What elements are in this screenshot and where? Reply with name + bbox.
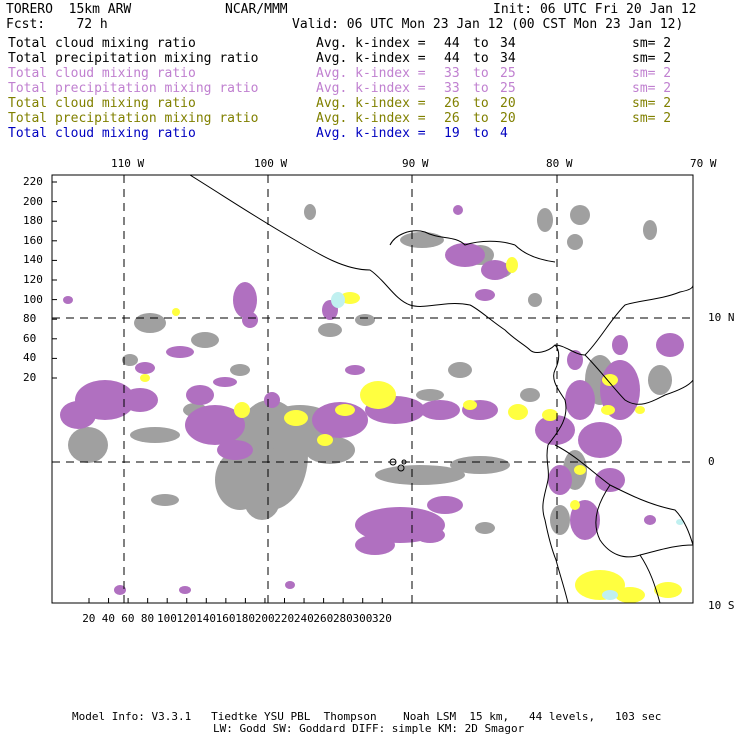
- model-info-line2: LW: Godd SW: Goddard DIFF: simple KM: 2D…: [213, 722, 525, 735]
- legend-field: Total precipitation mixing ratio: [8, 81, 259, 96]
- legend-index-label: Avg. k-index =: [316, 96, 426, 111]
- legend-index-to: to: [473, 81, 489, 96]
- legend-index-to: to: [473, 96, 489, 111]
- legend-index-low: 20: [500, 96, 516, 111]
- weather-fields: [60, 175, 693, 603]
- legend-index-to: to: [473, 126, 489, 141]
- legend-index-label: Avg. k-index =: [316, 81, 426, 96]
- y-tick-label: 80: [23, 312, 37, 326]
- valid-time: Valid: 06 UTC Mon 23 Jan 12 (00 CST Mon …: [292, 17, 684, 32]
- legend-index-label: Avg. k-index =: [316, 126, 426, 141]
- y-tick-label: 200: [23, 194, 43, 208]
- x-tick-label: 260: [313, 612, 334, 625]
- legend-index-to: to: [473, 66, 489, 81]
- legend-smoothing: sm= 2: [632, 51, 672, 66]
- legend-field: Total cloud mixing ratio: [8, 66, 196, 81]
- legend-index-low: 34: [500, 36, 516, 51]
- legend-index-label: Avg. k-index =: [316, 36, 426, 51]
- y-tick-label: 20: [23, 371, 37, 384]
- y-tick-label: 100: [23, 292, 43, 306]
- legend-index-label: Avg. k-index =: [316, 66, 426, 81]
- x-tick-label: 60: [121, 612, 135, 625]
- lon-label: 80 W: [546, 157, 573, 170]
- x-tick-label: 20: [82, 612, 96, 625]
- x-tick-label: 40: [101, 612, 115, 625]
- x-tick-label: 80: [140, 612, 155, 625]
- init-time: Init: 06 UTC Fri 20 Jan 12: [493, 2, 697, 17]
- legend-smoothing: sm= 2: [632, 96, 672, 111]
- lat-label: 0: [708, 455, 715, 468]
- lon-label: 110 W: [111, 157, 145, 170]
- x-tick-label: 280: [332, 612, 353, 625]
- x-tick-label: 160: [215, 612, 236, 625]
- legend-index-to: to: [473, 111, 489, 126]
- legend-smoothing: sm= 2: [632, 66, 672, 81]
- legend-index-high: 19: [444, 126, 460, 141]
- legend-index-low: 34: [500, 51, 516, 66]
- legend-index-high: 44: [444, 51, 460, 66]
- legend-index-low: 4: [500, 126, 508, 141]
- y-tick-label: 60: [23, 331, 37, 345]
- legend-field: Total cloud mixing ratio: [8, 126, 196, 141]
- legend-index-high: 33: [444, 81, 460, 96]
- y-tick-label: 40: [23, 351, 37, 365]
- yellow-areas: [140, 257, 682, 603]
- legend-field: Total precipitation mixing ratio: [8, 51, 259, 66]
- x-tick-label: 100: [157, 612, 177, 625]
- legend-smoothing: sm= 2: [632, 81, 672, 96]
- legend-index-high: 33: [444, 66, 460, 81]
- coastlines: [189, 175, 693, 603]
- gray-cloud-areas: [68, 204, 672, 535]
- y-tick-label: 140: [23, 253, 43, 267]
- model-info-line1: Model Info: V3.3.1 Tiedtke YSU PBL Thomp…: [72, 710, 662, 723]
- y-tick-label: 160: [23, 233, 43, 247]
- y-tick-label: 220: [23, 175, 43, 188]
- legend-index-low: 25: [500, 81, 516, 96]
- y-tick-marks: [52, 181, 57, 379]
- y-tick-label: 180: [23, 214, 43, 228]
- x-tick-label: 120: [176, 612, 197, 625]
- legend-smoothing: sm= 2: [632, 36, 672, 51]
- legend-field: Total cloud mixing ratio: [8, 36, 196, 51]
- lat-label: 10 N: [708, 311, 735, 324]
- lat-label: 10 S: [708, 599, 735, 612]
- center-name: NCAR/MMM: [225, 2, 288, 17]
- purple-cloud-areas: [60, 205, 684, 595]
- legend-smoothing: sm= 2: [632, 111, 672, 126]
- lon-label: 90 W: [402, 157, 429, 170]
- plot-frame: [51, 174, 694, 604]
- x-tick-label: 200: [254, 612, 275, 625]
- forecast-hour: Fcst: 72 h: [6, 17, 108, 32]
- graticule: [52, 175, 693, 603]
- legend-index-label: Avg. k-index =: [316, 111, 426, 126]
- y-tick-label: 120: [23, 273, 43, 286]
- lon-label: 70 W: [690, 157, 717, 170]
- x-tick-label: 140: [196, 612, 216, 625]
- legend-index-high: 26: [444, 111, 460, 126]
- cyan-areas: [331, 292, 684, 600]
- legend-index-high: 26: [444, 96, 460, 111]
- legend-index-low: 20: [500, 111, 516, 126]
- legend-index-to: to: [473, 36, 489, 51]
- x-tick-label: 220: [274, 612, 295, 625]
- legend-index-low: 25: [500, 66, 516, 81]
- legend-index-to: to: [473, 51, 489, 66]
- x-tick-label: 240: [293, 612, 314, 625]
- legend-index-label: Avg. k-index =: [316, 51, 426, 66]
- legend-field: Total cloud mixing ratio: [8, 96, 196, 111]
- legend-index-high: 44: [444, 36, 460, 51]
- legend-field: Total precipitation mixing ratio: [8, 111, 259, 126]
- x-tick-marks: [88, 598, 383, 603]
- model-title: TORERO 15km ARW: [6, 2, 132, 17]
- x-tick-label: 300: [352, 612, 373, 625]
- lon-label: 100 W: [254, 157, 288, 170]
- x-tick-label: 320: [372, 612, 392, 625]
- x-tick-label: 180: [235, 612, 256, 625]
